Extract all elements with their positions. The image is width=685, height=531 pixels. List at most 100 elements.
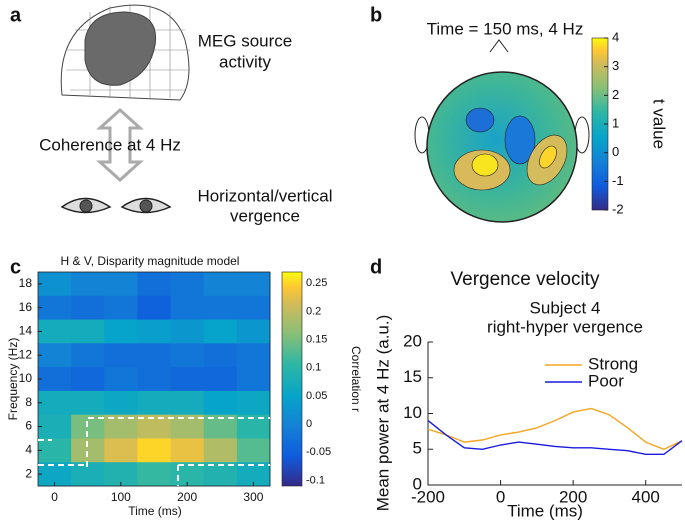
colorbar-label: t value (650, 99, 669, 149)
topomap-title: Time = 150 ms, 4 Hz (427, 19, 584, 38)
x-tick-label: -200 (411, 487, 445, 506)
heatmap-cell (203, 272, 238, 297)
y-tick-label: 18 (19, 276, 33, 290)
link-text: Coherence at 4 Hz (39, 135, 181, 154)
head-sketch (60, 4, 190, 101)
colorbar-tick-label: 0 (612, 144, 619, 159)
colorbar-tick-label: -0.05 (306, 446, 331, 458)
heatmap-cell (71, 390, 105, 416)
panel-label: d (370, 256, 382, 278)
axes (427, 342, 682, 486)
line-subtitle: right-hyper vergence (487, 317, 643, 336)
heatmap-cell (137, 319, 172, 344)
legend-label: Strong (588, 354, 638, 373)
heatmap-cell (71, 295, 105, 321)
heatmap-cell (104, 343, 138, 368)
y-tick-label: 0 (413, 474, 422, 493)
heatmap-cell (236, 343, 271, 368)
heatmap-cell (203, 390, 238, 416)
heatmap-cell (137, 295, 172, 321)
panel-label: a (10, 4, 22, 26)
colorbar-tick-label: 3 (612, 58, 619, 73)
y-tick-label: 20 (403, 331, 422, 350)
heatmap-title: H & V, Disparity magnitude model (61, 254, 240, 268)
heatmap-cell (170, 390, 205, 416)
colorbar-tick-label: 4 (612, 29, 619, 44)
x-axis-label: Time (ms) (128, 504, 182, 518)
heatmap-cell (170, 367, 205, 392)
heatmap-cell (170, 295, 205, 321)
heatmap-cell (71, 272, 105, 297)
colorbar (281, 271, 303, 487)
heatmap-cell (236, 295, 271, 321)
heatmap-cell (104, 319, 138, 344)
heatmap-cell (236, 272, 271, 297)
heatmap-cell (137, 462, 172, 487)
x-axis-label: Time (ms) (507, 501, 583, 520)
colorbar-tick-label: 0.1 (306, 362, 321, 374)
heatmap-cell (104, 295, 138, 321)
colorbar-tick-label: 0.15 (306, 333, 327, 345)
colorbar-tick-label: 0.2 (306, 305, 321, 317)
eye-text: Horizontal/vertical (197, 186, 332, 205)
y-axis-label: Frequency (Hz) (6, 338, 20, 421)
heatmap-cell (71, 343, 105, 368)
line-subtitle: Subject 4 (530, 298, 601, 317)
heatmap-cell (71, 367, 105, 392)
colorbar-tick-label: -2 (612, 201, 624, 216)
topomap (414, 39, 590, 223)
heatmap-cell (137, 367, 172, 392)
y-tick-label: 10 (19, 371, 33, 385)
heatmap-cell (38, 319, 72, 344)
heatmap-cell (203, 438, 238, 463)
colorbar-tick-label: 1 (612, 115, 619, 130)
heatmap-cell (38, 390, 72, 416)
heatmap-cell (170, 272, 205, 297)
heatmap-cell (104, 367, 138, 392)
heatmap-cell (38, 343, 72, 368)
y-tick-label: 5 (413, 439, 422, 458)
heatmap-cell (137, 438, 172, 463)
colorbar-label: Correlation r (349, 346, 363, 412)
heatmap-cell (38, 295, 72, 321)
heatmap-cell (203, 462, 238, 487)
significance-outline (38, 417, 270, 486)
heatmap-cell (38, 414, 72, 439)
y-axis-label: Mean power at 4 Hz (a.u.) (373, 315, 392, 512)
y-tick-label: 15 (403, 367, 422, 386)
heatmap-cell (170, 343, 205, 368)
x-tick-label: 0 (51, 490, 58, 504)
source-text: activity (219, 52, 271, 71)
colorbar-tick-label: 0.25 (306, 277, 327, 289)
heatmap-cell (137, 390, 172, 416)
heatmap-cell (104, 438, 138, 463)
panel-label: c (10, 256, 21, 278)
y-tick-label: 2 (25, 466, 32, 480)
heatmap-cell (38, 438, 72, 463)
heatmap-cell (203, 319, 238, 344)
colorbar-ticks: -2 -1 0 1 2 3 4 (604, 29, 624, 216)
heatmap-cell (203, 343, 238, 368)
y-tick-label: 4 (25, 443, 32, 457)
x-tick-label: 200 (177, 490, 197, 504)
heatmap-cell (203, 295, 238, 321)
heatmap-cell (236, 367, 271, 392)
heatmap-cell (170, 438, 205, 463)
double-arrow (96, 107, 144, 183)
x-tick-label: 400 (632, 487, 660, 506)
heatmap-cell (137, 343, 172, 368)
colorbar-tick-label: -0.1 (306, 474, 325, 486)
colorbar-tick-label: 0 (306, 418, 312, 430)
heatmap-cell (38, 272, 72, 297)
x-tick-label: 100 (111, 490, 131, 504)
line-series (427, 407, 683, 451)
y-tick-label: 8 (25, 395, 32, 409)
heatmap-cell (137, 272, 172, 297)
panel-label: b (370, 4, 382, 26)
eye-text: vergence (230, 206, 300, 225)
colorbar-tick-label: -1 (612, 173, 624, 188)
heatmap-cell (236, 438, 271, 463)
heatmap-cell (203, 367, 238, 392)
